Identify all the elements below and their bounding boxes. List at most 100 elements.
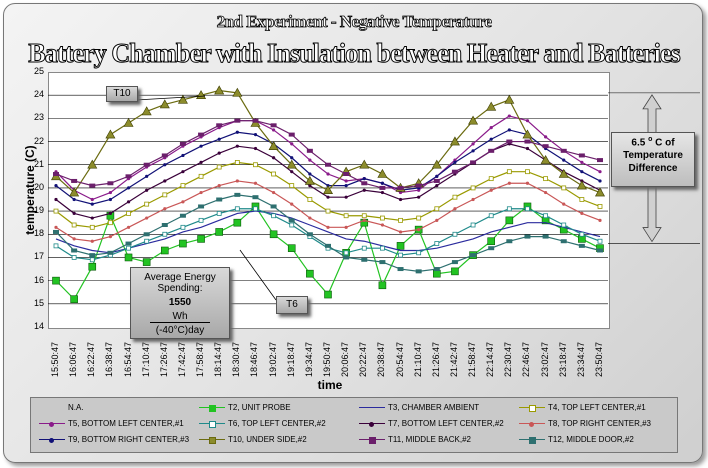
data-point xyxy=(452,231,458,237)
data-point xyxy=(253,162,258,168)
data-point xyxy=(52,276,60,285)
data-point xyxy=(272,128,276,132)
data-point xyxy=(324,290,332,299)
series-line xyxy=(55,143,601,219)
x-tick-label: 16:22:47 xyxy=(86,341,97,377)
data-point xyxy=(252,195,259,200)
x-tick-label: 20:38:47 xyxy=(376,341,387,377)
data-point xyxy=(560,148,567,153)
data-point xyxy=(525,146,530,151)
x-tick-label: 16:38:47 xyxy=(104,341,115,377)
data-point xyxy=(287,244,296,252)
data-point xyxy=(597,248,603,253)
data-point xyxy=(145,174,149,178)
data-point xyxy=(306,148,313,153)
data-point xyxy=(417,195,421,199)
data-point xyxy=(143,232,150,237)
data-point xyxy=(361,245,367,251)
data-point xyxy=(543,176,548,182)
energy-unit-top: Wh xyxy=(150,311,210,323)
data-point xyxy=(451,267,459,276)
legend-label: T8, TOP RIGHT CENTER,#3 xyxy=(548,419,651,428)
x-tick-label: 16:06:47 xyxy=(68,341,79,377)
data-point xyxy=(361,181,368,186)
data-point xyxy=(53,243,59,249)
legend-label: T4, TOP LEFT CENTER,#1 xyxy=(548,403,646,412)
legend-symbol xyxy=(39,436,65,444)
x-tick-label: 17:42:47 xyxy=(176,341,187,377)
data-point xyxy=(253,206,258,212)
data-point xyxy=(89,183,96,188)
x-tick-label: 21:10:47 xyxy=(412,341,423,377)
data-point xyxy=(561,185,567,191)
data-point xyxy=(524,234,531,239)
x-tick-label: 20:54:47 xyxy=(394,341,405,377)
legend-symbol xyxy=(359,404,385,412)
data-point xyxy=(486,101,497,111)
data-point xyxy=(234,160,240,165)
data-point xyxy=(232,87,243,97)
data-point xyxy=(199,190,203,195)
data-point xyxy=(398,217,403,223)
data-point xyxy=(417,188,421,192)
data-point xyxy=(289,222,295,228)
data-point xyxy=(71,248,78,253)
data-point xyxy=(90,216,94,220)
data-point xyxy=(53,208,59,214)
y-tick-label: 23 xyxy=(33,112,44,123)
legend-label: T11, MIDDLE BACK,#2 xyxy=(388,435,471,444)
x-tick-label: 18:30:47 xyxy=(231,341,242,377)
data-point xyxy=(380,223,384,227)
data-point xyxy=(578,153,585,158)
x-tick-label: 16:54:47 xyxy=(122,341,133,377)
data-point xyxy=(179,213,186,218)
data-point xyxy=(396,242,405,250)
data-point xyxy=(54,225,58,229)
data-point xyxy=(398,190,403,195)
data-point xyxy=(489,126,493,130)
data-point xyxy=(525,119,530,123)
data-point xyxy=(198,132,205,137)
data-point xyxy=(431,159,442,169)
data-point xyxy=(72,237,76,241)
data-point xyxy=(177,94,188,104)
series-line xyxy=(55,120,601,189)
energy-value: 1550 xyxy=(168,297,192,308)
data-point xyxy=(163,163,167,167)
data-point xyxy=(470,253,477,258)
data-point xyxy=(451,260,458,265)
data-point xyxy=(162,231,168,237)
data-point xyxy=(159,99,170,109)
x-tick-label: 21:58:47 xyxy=(467,341,478,377)
legend-symbol xyxy=(519,404,545,412)
legend-symbol xyxy=(39,420,65,428)
data-point xyxy=(181,153,185,158)
data-point xyxy=(72,211,76,216)
difference-callout: 6.5 o C of Temperature Difference xyxy=(611,132,695,187)
data-point xyxy=(90,197,94,202)
data-point xyxy=(108,197,112,202)
data-point xyxy=(452,194,458,200)
data-point xyxy=(542,144,549,149)
data-point xyxy=(507,114,511,118)
data-point xyxy=(525,206,530,212)
data-point xyxy=(304,175,315,185)
y-tick-label: 18 xyxy=(33,228,44,239)
data-point xyxy=(598,179,602,183)
x-tick-label: 23:34:47 xyxy=(575,341,586,377)
callout-pointer xyxy=(239,249,277,301)
data-point xyxy=(306,269,314,278)
data-point xyxy=(362,218,366,222)
data-point xyxy=(199,160,203,165)
data-point xyxy=(597,238,603,244)
data-point xyxy=(53,172,59,176)
data-point xyxy=(179,239,187,248)
data-point xyxy=(216,197,223,202)
data-point xyxy=(451,169,458,174)
y-tick-label: 24 xyxy=(33,89,44,100)
legend-item: T12, MIDDLE DOOR,#2 xyxy=(519,435,634,444)
data-point xyxy=(453,160,457,165)
data-point xyxy=(576,180,587,190)
data-point xyxy=(272,190,276,195)
